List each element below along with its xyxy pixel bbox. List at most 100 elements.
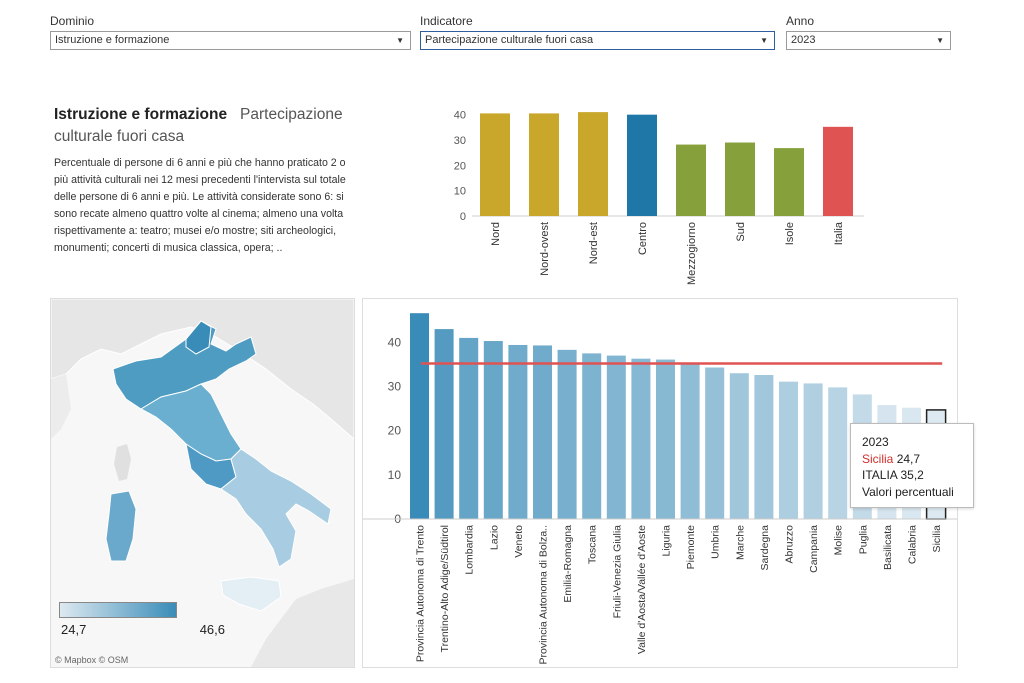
reg-bar[interactable] [631, 358, 651, 519]
top-bar-nord[interactable] [480, 113, 510, 216]
reg-bar[interactable] [434, 329, 454, 519]
map-sicily [220, 576, 282, 612]
top-bar-nord-est[interactable] [578, 112, 608, 216]
reg-bar[interactable] [729, 373, 749, 519]
reg-x-tick: Sicilia [931, 525, 943, 553]
top-bar-centro[interactable] [627, 114, 657, 216]
map-italy-south [220, 448, 332, 568]
indicatore-select[interactable]: Partecipazione culturale fuori casa ▼ [420, 31, 775, 50]
reg-bar[interactable] [557, 349, 577, 519]
reg-bar[interactable] [680, 363, 700, 519]
reg-x-tick: Sardegna [759, 525, 771, 571]
tooltip-units: Valori percentuali [862, 484, 954, 499]
top-x-tick: Nord-ovest [539, 222, 551, 276]
reg-x-tick: Lombardia [464, 525, 476, 575]
dominio-select[interactable]: Istruzione e formazione ▼ [50, 31, 411, 50]
top-y-tick: 20 [454, 160, 466, 172]
tooltip-region: Sicilia [862, 451, 894, 466]
map-canvas [51, 299, 354, 667]
map-legend-max: 46,6 [199, 622, 225, 637]
reg-bar[interactable] [508, 344, 528, 519]
map-credit: © Mapbox © OSM [55, 655, 129, 665]
reg-x-tick: Valle d'Aosta/Vallée d'Aoste [636, 525, 648, 654]
tooltip-italy-label: ITALIA [862, 468, 898, 482]
reg-bar[interactable] [459, 337, 479, 519]
reg-y-tick: 20 [388, 424, 402, 438]
reg-y-tick: 30 [388, 380, 402, 394]
top-x-tick: Mezzogiorno [686, 222, 698, 285]
indicator-title: Istruzione e formazione Partecipazione c… [54, 104, 374, 148]
map-sardinia [105, 490, 137, 562]
chevron-down-icon: ▼ [760, 36, 768, 45]
reg-bar[interactable] [533, 345, 552, 519]
anno-select-value: 2023 [791, 34, 816, 46]
reg-x-tick: Abruzzo [784, 525, 796, 564]
top-bar-mezzogiorno[interactable] [676, 144, 706, 216]
anno-select[interactable]: 2023 ▼ [786, 31, 951, 50]
reg-x-tick: Molise [833, 525, 845, 556]
reg-x-tick: Lazio [488, 525, 500, 550]
chevron-down-icon: ▼ [396, 36, 404, 45]
indicator-title-domain: Istruzione e formazione [54, 106, 228, 123]
reg-y-tick: 40 [388, 335, 402, 349]
reg-x-tick: Umbria [710, 525, 722, 559]
reg-bar[interactable] [656, 359, 675, 519]
map-legend-min: 24,7 [61, 622, 87, 637]
top-y-tick: 40 [454, 110, 466, 122]
map-legend-gradient [59, 602, 177, 618]
reg-x-tick: Campania [808, 525, 820, 573]
reg-x-tick: Emilia-Romagna [562, 525, 574, 603]
dominio-select-value: Istruzione e formazione [55, 34, 170, 46]
top-y-tick: 30 [454, 135, 466, 147]
reg-bar[interactable] [606, 355, 626, 519]
reg-x-tick: Friuli-Venezia Giulia [611, 525, 623, 619]
reg-x-tick: Marche [734, 525, 746, 560]
indicator-description: Percentuale di persone di 6 anni e più c… [54, 157, 346, 254]
filter-dominio-label: Dominio [50, 14, 95, 28]
tooltip-italy-value: 35,2 [900, 468, 924, 482]
top-x-tick: Italia [833, 221, 845, 245]
italy-map[interactable]: 24,7 46,6 © Mapbox © OSM [50, 298, 355, 668]
filter-indicatore: Indicatore Partecipazione culturale fuor… [420, 14, 775, 50]
reg-x-tick: Provincia Autonoma di Trento [415, 525, 427, 662]
filter-indicatore-label: Indicatore [420, 14, 473, 28]
reg-bar[interactable] [754, 375, 774, 519]
top-x-tick: Centro [637, 222, 649, 255]
reg-bar[interactable] [828, 387, 848, 519]
reg-bar[interactable] [582, 353, 602, 519]
tooltip-region-value: 24,7 [896, 451, 921, 466]
reg-x-tick: Basilicata [882, 525, 894, 570]
top-bar-italia[interactable] [823, 126, 853, 216]
chart-tooltip: 2023 Sicilia 24,7 ITALIA 35,2 Valori per… [850, 423, 974, 508]
reg-bar[interactable] [779, 381, 798, 519]
tooltip-year: 2023 [862, 435, 889, 449]
macro-area-bar-chart: 0 10 20 30 40 Nord Nord-ovest Nord-est Centro Mez… [454, 110, 864, 285]
reg-x-tick: Puglia [857, 525, 869, 554]
reg-bar[interactable] [483, 341, 503, 519]
filter-anno: Anno 2023 ▼ [786, 14, 951, 50]
map-italy-trento [185, 320, 212, 355]
top-x-tick: Isole [784, 222, 796, 245]
top-bar-isole[interactable] [774, 148, 804, 216]
top-bar-sud[interactable] [725, 142, 755, 216]
reg-bar[interactable] [410, 313, 429, 519]
indicatore-select-value: Partecipazione culturale fuori casa [425, 34, 594, 46]
top-bar-nord-ovest[interactable] [529, 113, 559, 216]
reg-x-tick: Trentino-Alto Adige/Südtirol [439, 525, 451, 652]
reg-x-tick: Calabria [907, 525, 919, 564]
filter-dominio: Dominio Istruzione e formazione ▼ [50, 14, 411, 50]
reg-x-tick: Piemonte [685, 525, 697, 570]
top-y-tick: 10 [454, 186, 466, 198]
top-y-tick: 0 [460, 211, 466, 223]
indicator-title-name: Partecipazione culturale fuori casa [54, 106, 343, 145]
chevron-down-icon: ▼ [936, 36, 944, 45]
reg-x-tick: Provincia Autonoma di Bolza.. [538, 525, 550, 665]
top-x-tick: Nord [490, 222, 502, 246]
reg-x-tick: Liguria [661, 525, 673, 557]
reg-bar[interactable] [705, 367, 725, 519]
top-x-tick: Nord-est [588, 222, 600, 264]
filter-anno-label: Anno [786, 14, 815, 28]
map-legend: 24,7 46,6 [59, 602, 225, 637]
reg-bar[interactable] [803, 383, 823, 519]
top-x-tick: Sud [735, 222, 747, 242]
